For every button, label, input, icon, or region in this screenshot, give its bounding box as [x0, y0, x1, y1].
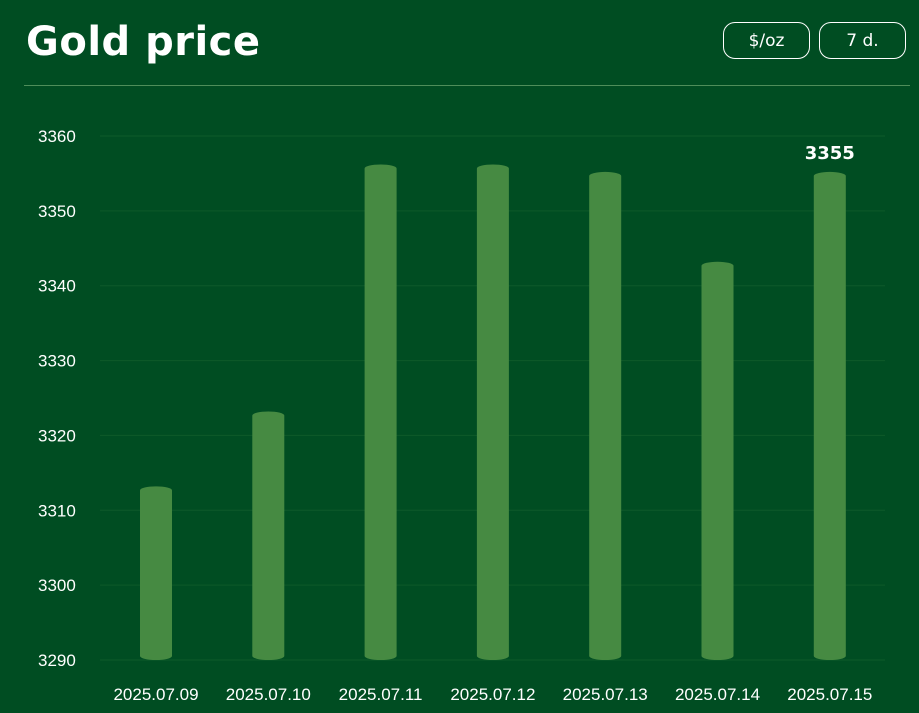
data-label: 3355 — [805, 143, 855, 164]
x-tick-label: 2025.07.09 — [113, 685, 198, 704]
y-tick-label: 3300 — [38, 576, 76, 595]
unit-button[interactable]: $/oz — [723, 22, 810, 59]
bar — [476, 164, 509, 660]
bar — [140, 486, 172, 660]
x-tick-label: 2025.07.13 — [563, 685, 648, 704]
y-tick-label: 3340 — [38, 277, 76, 296]
x-tick-label: 2025.07.14 — [675, 685, 760, 704]
y-tick-label: 3350 — [38, 202, 76, 221]
range-button[interactable]: 7 d. — [819, 22, 906, 59]
bar — [252, 411, 285, 660]
bars — [140, 164, 846, 660]
x-tick-label: 2025.07.15 — [787, 685, 872, 704]
y-tick-label: 3360 — [38, 127, 76, 146]
y-axis-ticks: 3290 3300 3310 3320 3330 3340 3350 3360 — [38, 127, 76, 670]
bar — [813, 171, 846, 660]
data-labels: 3355 — [805, 143, 855, 164]
unit-button-label: $/oz — [748, 30, 785, 51]
page-title: Gold price — [26, 19, 261, 65]
x-axis-ticks: 2025.07.09 2025.07.10 2025.07.11 2025.07.12… — [113, 685, 872, 704]
y-tick-label: 3330 — [38, 352, 76, 371]
bar — [364, 164, 397, 660]
x-tick-label: 2025.07.11 — [339, 685, 423, 704]
x-tick-label: 2025.07.10 — [226, 685, 311, 704]
bar — [701, 261, 734, 660]
bar — [589, 171, 622, 660]
y-tick-label: 3290 — [38, 651, 76, 670]
y-tick-label: 3310 — [38, 501, 76, 520]
y-tick-label: 3320 — [38, 426, 76, 445]
header-divider — [24, 85, 910, 86]
x-tick-label: 2025.07.12 — [450, 685, 535, 704]
range-button-label: 7 d. — [846, 30, 879, 51]
